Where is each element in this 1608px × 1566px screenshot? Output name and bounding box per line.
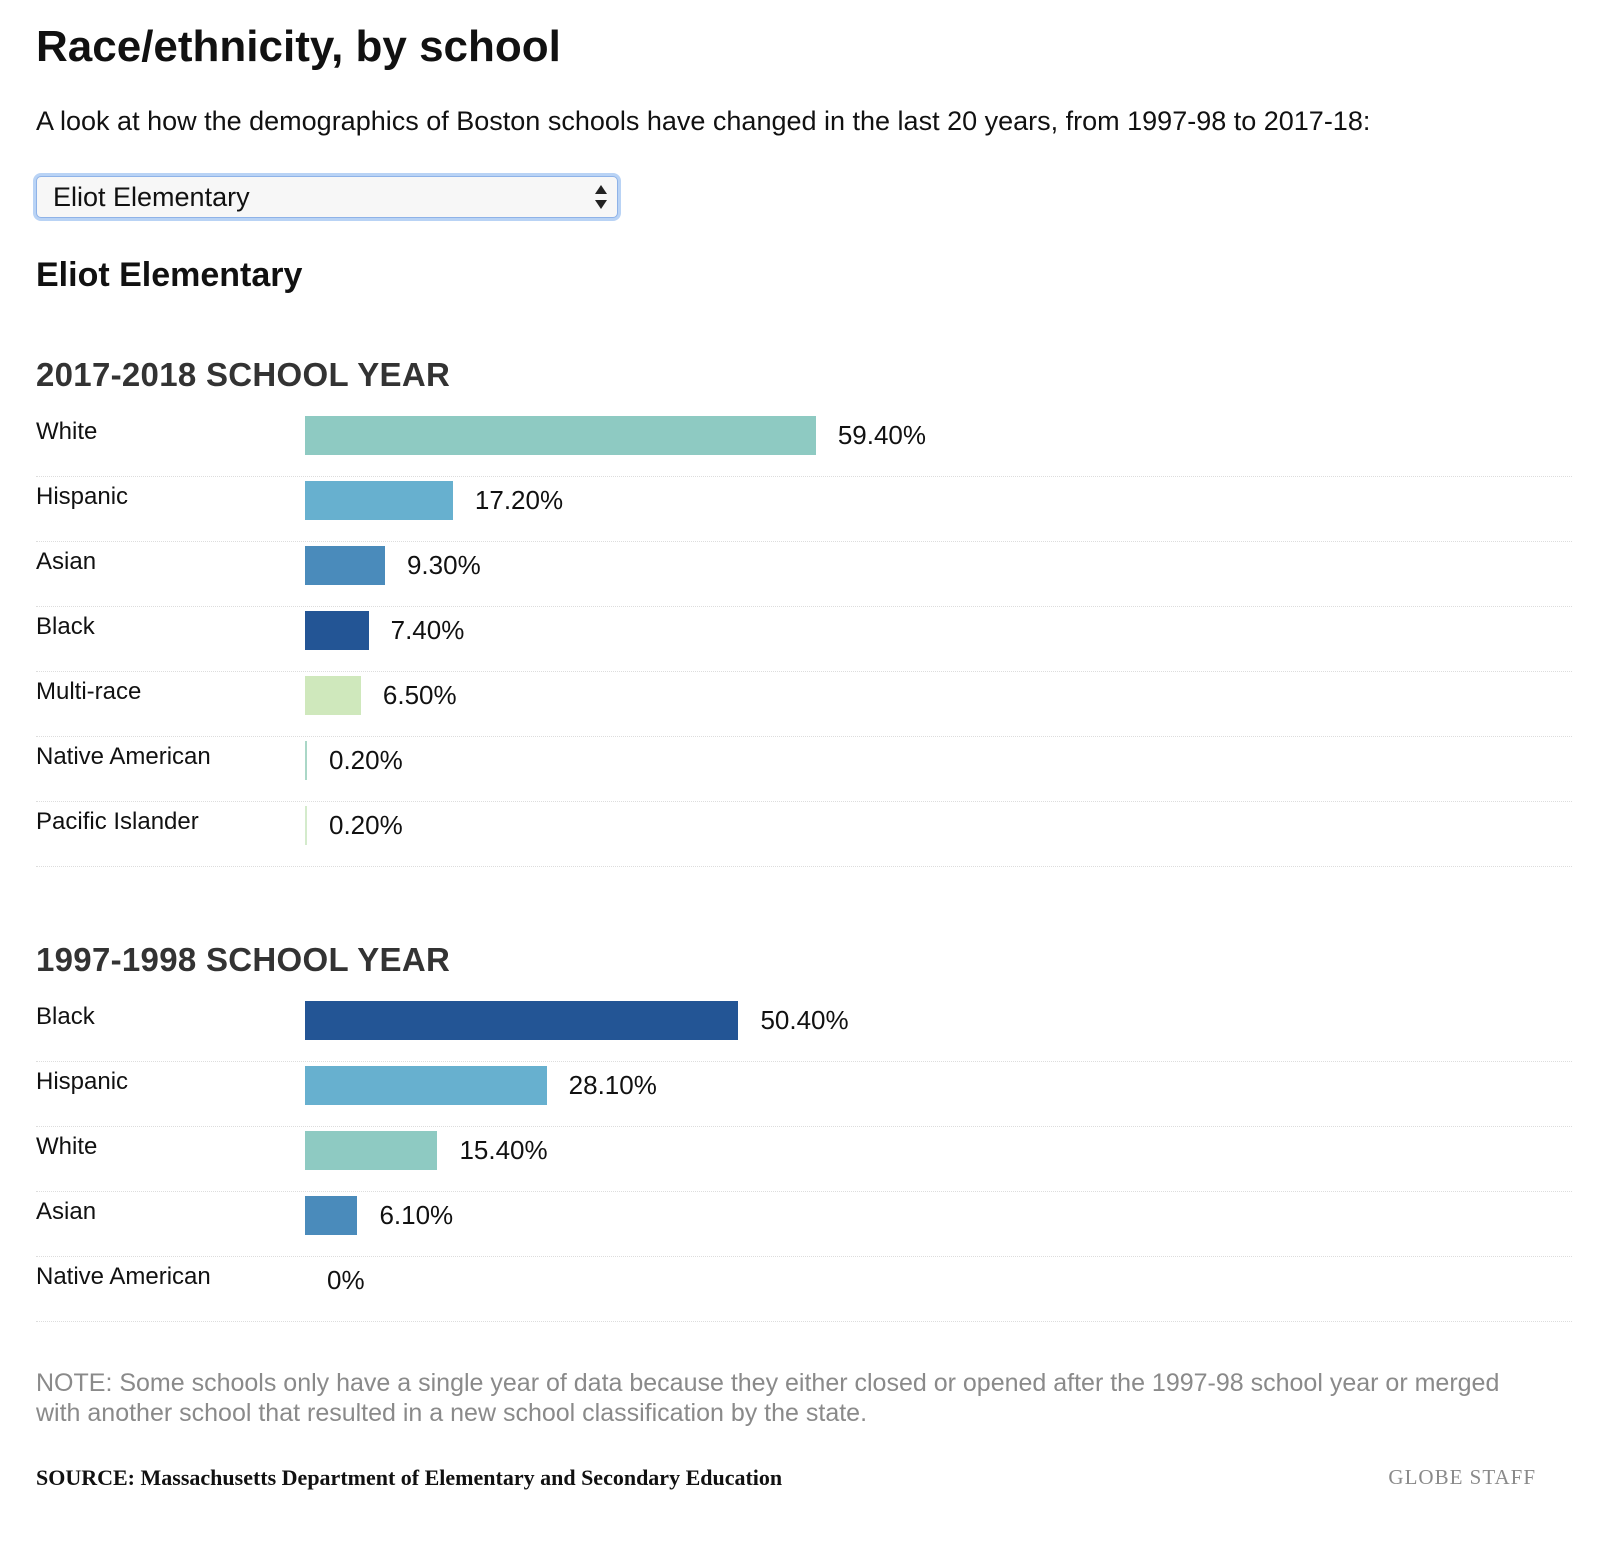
- bar-row-native-american: Native American 0%: [36, 1255, 1572, 1322]
- value-label: 0.20%: [329, 810, 403, 840]
- chart-title-2017-2018: 2017-2018 SCHOOL YEAR: [36, 356, 451, 393]
- bar-row-multi-race: Multi-race 6.50%: [36, 670, 1572, 737]
- category-label: Black: [36, 1003, 95, 1030]
- bar-native-american: [305, 741, 307, 780]
- bar-row-hispanic: Hispanic 17.20%: [36, 475, 1572, 542]
- category-label: Native American: [36, 743, 211, 770]
- bar-black: [305, 1001, 739, 1040]
- value-label: 0%: [327, 1265, 365, 1295]
- bar-row-native-american: Native American 0.20%: [36, 735, 1572, 802]
- bar-white: [305, 416, 816, 455]
- page: Race/ethnicity, by school A look at how …: [36, 0, 1572, 1566]
- bar-pacific-islander: [305, 806, 307, 845]
- category-label: Black: [36, 613, 95, 640]
- category-label: White: [36, 418, 98, 445]
- source-line: SOURCE: Massachusetts Department of Elem…: [36, 1465, 783, 1490]
- value-label: 0.20%: [329, 745, 403, 775]
- school-select-value: Eliot Elementary: [53, 182, 250, 212]
- bar-black: [305, 611, 369, 650]
- footnote: NOTE: Some schools only have a single ye…: [36, 1369, 1500, 1427]
- category-label: White: [36, 1133, 98, 1160]
- bar-row-white: White 59.40%: [36, 410, 1572, 477]
- value-label: 17.20%: [474, 485, 564, 515]
- value-label: 9.30%: [406, 550, 481, 580]
- value-label: 28.10%: [568, 1070, 657, 1100]
- school-name-heading: Eliot Elementary: [36, 256, 303, 294]
- value-label: 50.40%: [760, 1005, 849, 1035]
- value-label: 59.40%: [837, 420, 927, 450]
- category-label: Asian: [36, 548, 97, 575]
- bar-row-asian: Asian 9.30%: [36, 540, 1572, 607]
- bar-row-asian: Asian 6.10%: [36, 1190, 1572, 1257]
- bar-row-white: White 15.40%: [36, 1125, 1572, 1192]
- chart-title-1997-1998: 1997-1998 SCHOOL YEAR: [36, 941, 451, 978]
- bar-hispanic: [305, 481, 453, 520]
- bar-row-black: Black 50.40%: [36, 995, 1572, 1062]
- bar-asian: [305, 1196, 358, 1235]
- select-arrows-icon: [595, 183, 609, 211]
- value-label: 6.50%: [382, 680, 457, 710]
- credit-line: GLOBE STAFF: [1388, 1465, 1536, 1489]
- bar-row-black: Black 7.40%: [36, 605, 1572, 672]
- school-select[interactable]: Eliot Elementary: [36, 176, 618, 218]
- value-label: 15.40%: [459, 1135, 548, 1165]
- page-title: Race/ethnicity, by school: [36, 22, 561, 71]
- bar-row-hispanic: Hispanic 28.10%: [36, 1060, 1572, 1127]
- bar-asian: [305, 546, 385, 585]
- category-label: Hispanic: [36, 483, 129, 510]
- bar-row-pacific-islander: Pacific Islander 0.20%: [36, 800, 1572, 867]
- bar-multi-race: [305, 676, 361, 715]
- category-label: Multi-race: [36, 678, 142, 705]
- bar-hispanic: [305, 1066, 547, 1105]
- value-label: 6.10%: [379, 1200, 454, 1230]
- category-label: Hispanic: [36, 1068, 129, 1095]
- category-label: Pacific Islander: [36, 808, 199, 835]
- value-label: 7.40%: [390, 615, 465, 645]
- page-subtitle: A look at how the demographics of Boston…: [36, 106, 1371, 136]
- category-label: Native American: [36, 1263, 211, 1290]
- category-label: Asian: [36, 1198, 97, 1225]
- bar-white: [305, 1131, 438, 1170]
